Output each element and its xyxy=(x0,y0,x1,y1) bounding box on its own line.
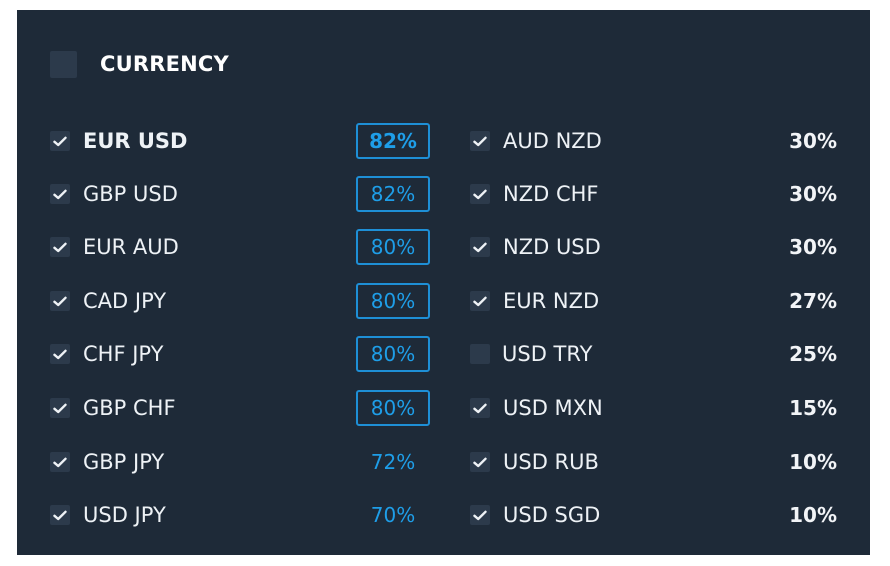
currency-pair-label: CAD JPY xyxy=(83,289,167,313)
payout-percent: 30% xyxy=(789,235,837,259)
currency-pair-label: EUR NZD xyxy=(503,289,600,313)
currency-row[interactable]: AUD NZD xyxy=(470,126,602,156)
check-icon xyxy=(53,136,67,147)
currency-pair-label: CHF JPY xyxy=(83,342,164,366)
checked-checkbox[interactable] xyxy=(50,344,70,364)
currency-title: CURRENCY xyxy=(100,52,229,76)
check-icon xyxy=(53,403,67,414)
checked-checkbox[interactable] xyxy=(470,131,490,151)
payout-percent: 80% xyxy=(356,336,430,372)
check-icon xyxy=(473,403,487,414)
payout-percent: 10% xyxy=(789,503,837,527)
check-icon xyxy=(473,136,487,147)
currency-pair-label: GBP JPY xyxy=(83,450,165,474)
check-icon xyxy=(53,510,67,521)
currency-row[interactable]: USD JPY xyxy=(50,500,166,530)
currency-pair-label: NZD USD xyxy=(503,235,601,259)
checked-checkbox[interactable] xyxy=(50,452,70,472)
currency-row[interactable]: GBP CHF xyxy=(50,393,176,423)
currency-pair-label: AUD NZD xyxy=(503,129,602,153)
check-icon xyxy=(473,296,487,307)
checked-checkbox[interactable] xyxy=(50,131,70,151)
payout-percent: 70% xyxy=(370,503,416,527)
check-icon xyxy=(53,189,67,200)
currency-row[interactable]: GBP JPY xyxy=(50,447,164,477)
payout-percent: 80% xyxy=(356,283,430,319)
checked-checkbox[interactable] xyxy=(50,237,70,257)
currency-pair-label: NZD CHF xyxy=(503,182,599,206)
checked-checkbox[interactable] xyxy=(470,291,490,311)
currency-row[interactable]: CHF JPY xyxy=(50,339,163,369)
payout-percent: 80% xyxy=(356,390,430,426)
payout-percent: 72% xyxy=(370,450,416,474)
currency-row[interactable]: USD TRY xyxy=(470,339,592,369)
currency-row[interactable]: USD MXN xyxy=(470,393,603,423)
currency-pair-label: USD MXN xyxy=(503,396,603,420)
currency-pair-label: USD RUB xyxy=(503,450,599,474)
checked-checkbox[interactable] xyxy=(470,452,490,472)
currency-row[interactable]: CAD JPY xyxy=(50,286,166,316)
payout-percent: 80% xyxy=(356,229,430,265)
currency-row[interactable]: NZD CHF xyxy=(470,179,598,209)
payout-percent: 82% xyxy=(356,176,430,212)
currency-row[interactable]: NZD USD xyxy=(470,232,601,262)
currency-row[interactable]: EUR AUD xyxy=(50,232,179,262)
check-icon xyxy=(53,242,67,253)
check-icon xyxy=(473,189,487,200)
currency-pair-label: GBP CHF xyxy=(83,396,176,420)
payout-percent: 15% xyxy=(789,396,837,420)
checked-checkbox[interactable] xyxy=(470,237,490,257)
currency-pair-label: USD TRY xyxy=(502,342,593,366)
payout-percent: 30% xyxy=(789,182,837,206)
currency-row[interactable]: USD SGD xyxy=(470,500,600,530)
currency-pair-label: USD JPY xyxy=(83,503,166,527)
check-icon xyxy=(473,242,487,253)
currency-pair-label: EUR USD xyxy=(83,129,188,153)
checked-checkbox[interactable] xyxy=(50,184,70,204)
checked-checkbox[interactable] xyxy=(50,505,70,525)
unchecked-checkbox[interactable] xyxy=(470,344,490,364)
payout-percent: 30% xyxy=(789,129,837,153)
currency-pair-label: EUR AUD xyxy=(83,235,179,259)
currency-panel: CURRENCY EUR USD 82% GBP USD 82% EUR AUD 80% C… xyxy=(17,10,870,555)
currency-row[interactable]: GBP USD xyxy=(50,179,178,209)
checked-checkbox[interactable] xyxy=(50,291,70,311)
check-icon xyxy=(473,510,487,521)
currency-pair-label: USD SGD xyxy=(503,503,601,527)
checked-checkbox[interactable] xyxy=(470,398,490,418)
currency-row[interactable]: EUR USD xyxy=(50,126,188,156)
currency-row[interactable]: USD RUB xyxy=(470,447,599,477)
currency-header: CURRENCY xyxy=(50,46,229,82)
checked-checkbox[interactable] xyxy=(470,184,490,204)
check-icon xyxy=(473,457,487,468)
payout-percent: 10% xyxy=(789,450,837,474)
currency-row[interactable]: EUR NZD xyxy=(470,286,599,316)
check-icon xyxy=(53,349,67,360)
checked-checkbox[interactable] xyxy=(470,505,490,525)
select-all-checkbox[interactable] xyxy=(50,50,77,78)
payout-percent: 27% xyxy=(789,289,837,313)
checked-checkbox[interactable] xyxy=(50,398,70,418)
payout-percent: 25% xyxy=(789,342,837,366)
check-icon xyxy=(53,296,67,307)
check-icon xyxy=(53,457,67,468)
payout-percent: 82% xyxy=(356,123,430,159)
currency-pair-label: GBP USD xyxy=(83,182,178,206)
